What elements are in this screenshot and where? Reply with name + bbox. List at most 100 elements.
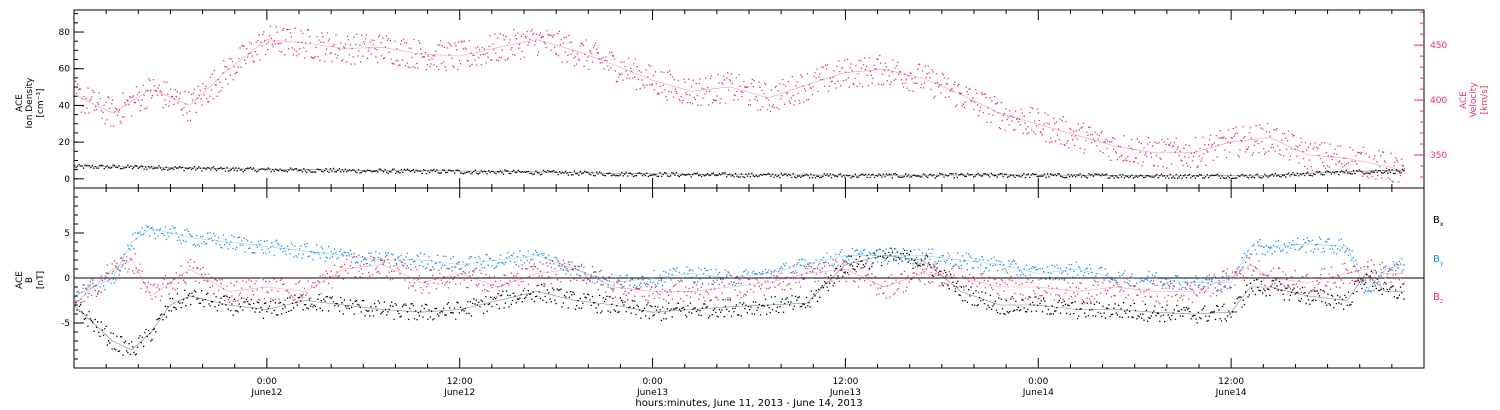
by-series-point bbox=[709, 276, 711, 278]
velocity-series-point bbox=[711, 102, 714, 104]
by-series-point bbox=[1105, 274, 1108, 277]
velocity-series-point bbox=[747, 86, 749, 88]
velocity-series-point bbox=[1191, 160, 1194, 162]
bx-series-point bbox=[272, 299, 274, 301]
bx-series-point bbox=[603, 300, 606, 303]
density-series-point bbox=[894, 173, 896, 175]
by-series-point bbox=[686, 266, 688, 268]
bz-series-point bbox=[95, 295, 98, 297]
velocity-series-point bbox=[511, 46, 513, 49]
by-series-point bbox=[1103, 278, 1105, 280]
bx-series-point bbox=[347, 305, 349, 307]
by-series-point bbox=[555, 257, 557, 259]
velocity-series-point bbox=[1122, 160, 1124, 162]
bx-series-point bbox=[1033, 304, 1035, 306]
bx-series-point bbox=[1270, 285, 1272, 287]
bx-series-point bbox=[218, 304, 220, 306]
by-series-point bbox=[718, 271, 721, 274]
bz-series-point bbox=[174, 288, 176, 291]
density-series-point bbox=[1021, 174, 1024, 177]
velocity-series-point bbox=[358, 50, 360, 52]
density-series-point bbox=[313, 171, 315, 173]
bz-series-point bbox=[328, 283, 330, 285]
bx-series-point bbox=[693, 307, 695, 309]
bx-series-point bbox=[190, 303, 192, 306]
by-series-point bbox=[1053, 265, 1056, 268]
velocity-series-point bbox=[525, 36, 527, 39]
by-series-point bbox=[864, 248, 866, 251]
bx-series-point bbox=[247, 300, 249, 303]
velocity-series-point bbox=[565, 36, 567, 38]
velocity-series-point bbox=[546, 29, 548, 32]
legend-by: By bbox=[1433, 254, 1444, 267]
density-series-point bbox=[748, 172, 750, 175]
by-series-point bbox=[1165, 278, 1167, 280]
velocity-series-point bbox=[1403, 167, 1406, 170]
by-series-point bbox=[1224, 285, 1226, 287]
velocity-series-point bbox=[252, 60, 254, 62]
velocity-series-point bbox=[535, 40, 537, 42]
bx-series-point bbox=[786, 297, 788, 299]
density-series-point bbox=[1211, 174, 1213, 176]
velocity-series-point bbox=[738, 74, 740, 76]
bx-series-point bbox=[793, 305, 796, 307]
density-series-point bbox=[297, 170, 299, 172]
bx-series-point bbox=[653, 314, 655, 316]
density-series-point bbox=[1012, 175, 1015, 177]
by-series-point bbox=[744, 270, 746, 272]
velocity-series-point bbox=[1264, 153, 1266, 155]
density-series-point bbox=[743, 176, 746, 179]
density-series-point bbox=[655, 174, 657, 176]
by-series-point bbox=[739, 279, 741, 281]
by-series-point bbox=[999, 263, 1001, 266]
bx-series-point bbox=[854, 269, 856, 271]
velocity-series-point bbox=[455, 45, 457, 47]
by-series-point bbox=[1153, 283, 1155, 285]
velocity-ylabel-line3: [km/s] bbox=[1480, 86, 1490, 115]
bx-series-point bbox=[555, 302, 557, 305]
bx-series-point bbox=[1285, 287, 1287, 289]
velocity-series-point bbox=[890, 81, 892, 83]
bx-series-point bbox=[665, 318, 667, 320]
density-series-point bbox=[439, 172, 441, 174]
velocity-series-point bbox=[243, 45, 245, 47]
bx-series-point bbox=[876, 250, 878, 252]
by-series-point bbox=[571, 261, 573, 263]
bx-series-point bbox=[165, 316, 168, 318]
density-series-point bbox=[315, 171, 317, 173]
velocity-series-point bbox=[270, 37, 273, 39]
by-series-point bbox=[1102, 277, 1104, 280]
velocity-series-point bbox=[677, 79, 679, 82]
density-series-point bbox=[709, 174, 712, 177]
velocity-series-point bbox=[640, 71, 642, 73]
bx-series-point bbox=[307, 308, 309, 310]
density-series-point bbox=[455, 169, 457, 171]
bx-series-point bbox=[522, 290, 525, 292]
bz-series-point bbox=[237, 300, 239, 302]
bx-series-point bbox=[830, 274, 832, 277]
bx-series-point bbox=[82, 312, 84, 315]
bx-series-point bbox=[130, 341, 133, 343]
velocity-series-point bbox=[919, 63, 921, 65]
density-series-point bbox=[721, 172, 723, 174]
by-series-point bbox=[216, 240, 218, 242]
velocity-series-point bbox=[94, 109, 96, 111]
density-series-point bbox=[776, 175, 778, 178]
velocity-series-point bbox=[1373, 158, 1375, 160]
density-series-point bbox=[468, 171, 471, 173]
velocity-series-point bbox=[459, 63, 462, 65]
by-series-point bbox=[174, 226, 176, 229]
density-series-point bbox=[553, 170, 555, 172]
bz-series-point bbox=[282, 283, 284, 285]
by-series-point bbox=[687, 273, 689, 275]
velocity-series-point bbox=[1291, 133, 1293, 135]
bx-series-point bbox=[530, 293, 532, 295]
velocity-series-point bbox=[239, 47, 241, 49]
velocity-series-point bbox=[949, 90, 951, 92]
density-series-point bbox=[186, 168, 188, 170]
velocity-series-point bbox=[1338, 161, 1340, 163]
bx-series-point bbox=[1026, 311, 1028, 313]
velocity-series-point bbox=[914, 77, 916, 79]
velocity-series-point bbox=[141, 99, 143, 101]
bx-series-point bbox=[1193, 315, 1195, 317]
